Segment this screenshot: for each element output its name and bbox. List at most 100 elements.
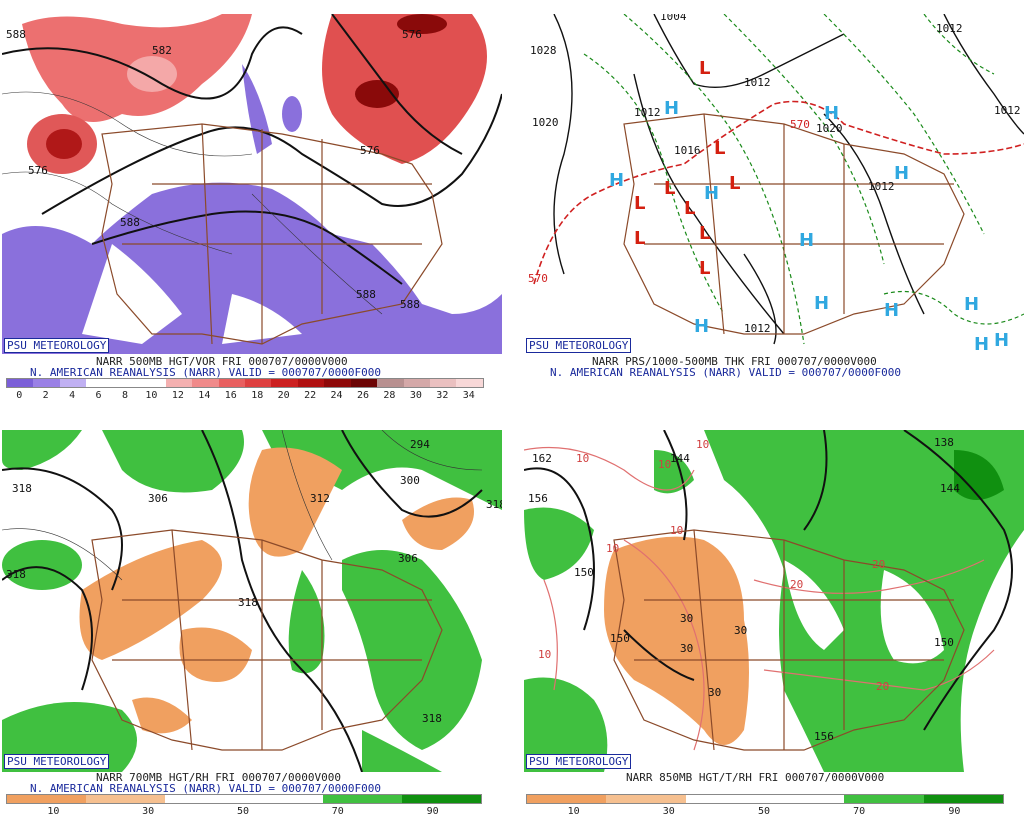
p4-contour-label: 144: [670, 452, 690, 465]
colorbar-tick-label: 34: [462, 390, 475, 401]
high-pressure-symbol: H: [694, 316, 709, 337]
p2-contour-label: 1012: [634, 106, 661, 119]
p1-colorbar-ticks: 0 2 4 6 8 10 12 14 16 18 20 22 24 26 28 30 32 34: [6, 390, 482, 402]
colorbar-swatch: [139, 379, 166, 387]
colorbar-swatch: [606, 795, 686, 803]
colorbar-tick-label: 70: [853, 806, 866, 817]
p3-contour-label: 318: [486, 498, 502, 511]
colorbar-tick-label: 90: [948, 806, 961, 817]
colorbar-swatch: [377, 379, 404, 387]
p2-contour-label: 1020: [532, 116, 559, 129]
colorbar-swatch: [7, 795, 86, 803]
p3-colorbar: [6, 794, 482, 804]
p4-temp-label: 30: [708, 686, 721, 699]
colorbar-tick-label: 50: [757, 806, 771, 817]
colorbar-swatch: [456, 379, 483, 387]
colorbar-swatch: [350, 379, 378, 387]
colorbar-swatch: [685, 795, 765, 803]
p3-contour-label: 318: [6, 568, 26, 581]
p2-contour-label: 1012: [868, 180, 895, 193]
colorbar-swatch: [33, 379, 60, 387]
colorbar-tick-label: 18: [251, 390, 264, 401]
colorbar-tick-label: 16: [224, 390, 237, 401]
p1-caption-line2: N. AMERICAN REANALYSIS (NARR) VALID = 00…: [30, 366, 381, 379]
p1-colorbar: [6, 378, 484, 388]
colorbar-swatch: [297, 379, 325, 387]
psu-meteorology-badge: PSU METEOROLOGY: [4, 338, 110, 353]
colorbar-swatch: [192, 379, 219, 387]
p3-contour-label: 318: [12, 482, 32, 495]
p4-temp-label: 10: [538, 648, 551, 661]
p3-contour-label: 318: [238, 596, 258, 609]
p4-temp-label: 10: [606, 542, 619, 555]
p4-contour-label: 156: [528, 492, 548, 505]
p4-contour-label: 138: [934, 436, 954, 449]
low-pressure-symbol: L: [729, 173, 740, 194]
p3-contour-label: 312: [310, 492, 330, 505]
p2-contour-label: 1020: [816, 122, 843, 135]
colorbar-swatch: [112, 379, 140, 387]
psu-meteorology-badge: PSU METEOROLOGY: [4, 754, 110, 769]
high-pressure-symbol: H: [664, 98, 679, 119]
p4-temp-label: 20: [872, 558, 885, 571]
p3-contour-label: 306: [398, 552, 418, 565]
colorbar-tick-label: 26: [356, 390, 370, 401]
p1-contour-label: 576: [28, 164, 48, 177]
colorbar-swatch: [527, 795, 607, 803]
colorbar-swatch: [403, 379, 430, 387]
p1-caption-line1: NARR 500MB HGT/VOR FRI 000707/0000V000: [96, 355, 348, 368]
low-pressure-symbol: L: [699, 223, 710, 244]
colorbar-tick-label: 10: [145, 390, 158, 401]
low-pressure-symbol: L: [699, 258, 710, 279]
p2-contour-label: 1012: [744, 322, 771, 335]
colorbar-tick-label: 4: [69, 390, 76, 401]
colorbar-swatch: [271, 379, 298, 387]
high-pressure-symbol: H: [824, 103, 839, 124]
high-pressure-symbol: H: [704, 183, 719, 204]
low-pressure-symbol: L: [634, 193, 645, 214]
panel-500mb-vorticity: 588 582 576 576 588 588 588 576 PSU METE…: [0, 0, 502, 410]
high-pressure-symbol: H: [974, 334, 989, 354]
high-pressure-symbol: H: [994, 330, 1009, 351]
p4-contour-label: 150: [934, 636, 954, 649]
p4-temp-label: 10: [670, 524, 683, 537]
p4-colorbar: [526, 794, 1004, 804]
colorbar-swatch: [7, 379, 34, 387]
colorbar-tick-label: 24: [330, 390, 343, 401]
p4-colorbar-ticks: 10 30 50 70 90: [526, 806, 1002, 818]
high-pressure-symbol: H: [964, 294, 979, 315]
colorbar-tick-label: 14: [198, 390, 211, 401]
colorbar-swatch: [218, 379, 245, 387]
high-pressure-symbol: H: [884, 300, 899, 321]
p4-contour-label: 162: [532, 452, 552, 465]
colorbar-tick-label: 70: [331, 806, 344, 817]
p2-caption-line1: NARR PRS/1000-500MB THK FRI 000707/0000V…: [592, 355, 877, 368]
p3-caption-line2: N. AMERICAN REANALYSIS (NARR) VALID = 00…: [30, 782, 381, 795]
p4-contour-label: 150: [574, 566, 594, 579]
low-pressure-symbol: L: [714, 138, 725, 159]
p2-contour-label: 1004: [660, 14, 687, 23]
p3-contour-label: 318: [422, 712, 442, 725]
colorbar-swatch: [165, 379, 193, 387]
colorbar-tick-label: 30: [662, 806, 675, 817]
map-850mb: 162 156 150 150 144 138 150 156 144 10 1…: [524, 430, 1024, 772]
p3-contour-label: 294: [410, 438, 430, 451]
colorbar-tick-label: 50: [236, 806, 250, 817]
p4-temp-label: 20: [790, 578, 803, 591]
p1-contour-label: 588: [6, 28, 26, 41]
colorbar-tick-label: 0: [16, 390, 23, 401]
map-500mb-svg: 588 582 576 576 588 588 588 576: [2, 14, 502, 354]
p1-contour-label: 588: [400, 298, 420, 311]
p1-contour-label: 576: [402, 28, 422, 41]
p2-contour-label: 1028: [530, 44, 557, 57]
colorbar-tick-label: 30: [409, 390, 422, 401]
map-500mb: 588 582 576 576 588 588 588 576 PSU METE…: [2, 14, 502, 354]
p1-contour-label: 588: [356, 288, 376, 301]
low-pressure-symbol: L: [699, 58, 710, 79]
colorbar-tick-label: 28: [383, 390, 396, 401]
p4-temp-label: 20: [876, 680, 889, 693]
map-pressure-svg: L L L L L L L L L H H H H H H H H H H: [528, 14, 1024, 354]
psu-meteorology-badge: PSU METEOROLOGY: [526, 338, 632, 353]
colorbar-tick-label: 22: [304, 390, 317, 401]
colorbar-swatch: [844, 795, 924, 803]
